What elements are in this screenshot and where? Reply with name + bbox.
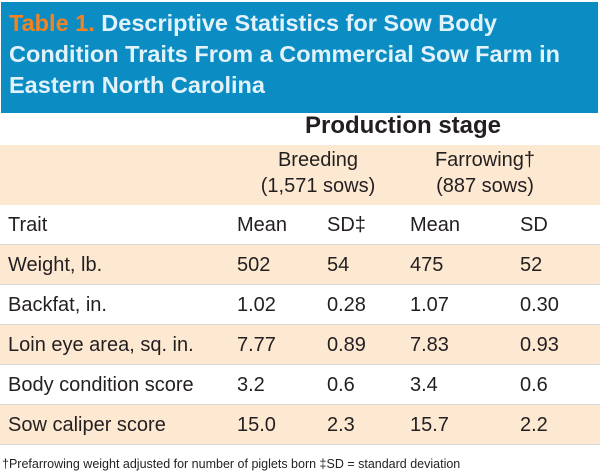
trait-cell: Loin eye area, sq. in.: [8, 334, 194, 356]
group-name: Breeding: [277, 149, 359, 171]
group-breeding: Breeding (1,571 sows): [248, 147, 388, 199]
value-cell: 15.0: [237, 414, 276, 436]
value-cell: 2.3: [327, 414, 355, 436]
col-trait: Trait: [8, 214, 48, 236]
table-row: Weight, lb. 502 54 475 52: [0, 245, 600, 285]
value-cell: 3.4: [410, 374, 438, 396]
trait-cell: Backfat, in.: [8, 294, 107, 316]
value-cell: 52: [520, 254, 543, 276]
col-sd: SD: [520, 214, 548, 236]
value-cell: 1.02: [237, 294, 276, 316]
column-header-row: Trait Mean SD‡ Mean SD: [0, 205, 600, 245]
col-sd: SD‡: [327, 214, 366, 236]
group-count: (1,571 sows): [260, 175, 376, 197]
trait-cell: Weight, lb.: [8, 254, 103, 276]
table-label: Table 1.: [9, 10, 95, 36]
footnote: †Prefarrowing weight adjusted for number…: [2, 457, 461, 471]
table-row: Body condition score 3.2 0.6 3.4 0.6: [0, 365, 600, 405]
group-name: Farrowing†: [434, 149, 536, 171]
group-header-band: [0, 145, 600, 205]
value-cell: 502: [237, 254, 271, 276]
col-mean: Mean: [410, 214, 461, 236]
value-cell: 0.89: [327, 334, 366, 356]
table-title: Table 1. Descriptive Statistics for Sow …: [1, 2, 598, 113]
value-cell: 0.93: [520, 334, 559, 356]
value-cell: 15.7: [410, 414, 449, 436]
value-cell: 0.28: [327, 294, 366, 316]
value-cell: 0.6: [327, 374, 355, 396]
value-cell: 3.2: [237, 374, 265, 396]
value-cell: 1.07: [410, 294, 449, 316]
value-cell: 7.83: [410, 334, 449, 356]
value-cell: 0.6: [520, 374, 548, 396]
trait-cell: Body condition score: [8, 374, 194, 396]
col-mean: Mean: [237, 214, 288, 236]
group-farrowing: Farrowing† (887 sows): [415, 147, 555, 199]
table-row: Backfat, in. 1.02 0.28 1.07 0.30: [0, 285, 600, 325]
table-row: Sow caliper score 15.0 2.3 15.7 2.2: [0, 405, 600, 445]
value-cell: 7.77: [237, 334, 276, 356]
value-cell: 54: [327, 254, 350, 276]
trait-cell: Sow caliper score: [8, 414, 166, 436]
value-cell: 2.2: [520, 414, 548, 436]
group-count: (887 sows): [436, 175, 534, 197]
production-stage-header: Production stage: [305, 112, 502, 139]
table-row: Loin eye area, sq. in. 7.77 0.89 7.83 0.93: [0, 325, 600, 365]
value-cell: 475: [410, 254, 444, 276]
title-text: Descriptive Statistics for Sow Body Cond…: [9, 10, 561, 98]
value-cell: 0.30: [520, 294, 559, 316]
